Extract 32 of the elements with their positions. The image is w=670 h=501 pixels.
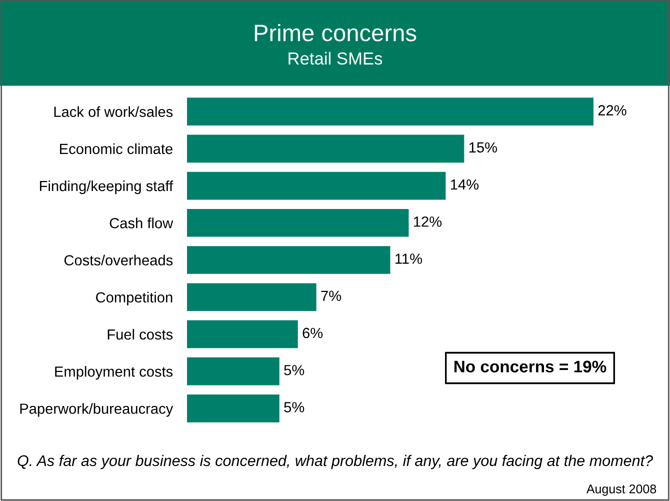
text: August 2008 bbox=[586, 484, 656, 496]
data-label: 5% bbox=[284, 402, 304, 412]
data-label: 22% bbox=[598, 105, 626, 116]
y-tick-label: Competition bbox=[96, 292, 172, 306]
y-tick-label: Costs/overheads bbox=[64, 254, 173, 266]
bar bbox=[187, 208, 409, 237]
chart-title: Prime concerns bbox=[254, 24, 416, 42]
chart-subtitle: Retail SMEs bbox=[288, 52, 382, 65]
text: Q. As far as your business is concerned, what problems, if any, are you facing at the moment? bbox=[18, 454, 653, 470]
bar bbox=[187, 246, 390, 274]
y-tick-label: Cash flow bbox=[110, 218, 174, 228]
data-label: 12% bbox=[414, 216, 442, 227]
bar bbox=[187, 357, 280, 386]
bar bbox=[187, 98, 594, 126]
bar bbox=[187, 172, 446, 200]
data-label: 6% bbox=[302, 328, 323, 338]
bar bbox=[187, 283, 316, 312]
data-label: 15% bbox=[469, 142, 497, 153]
data-label: 14% bbox=[450, 179, 479, 190]
y-tick-label: Fuel costs bbox=[108, 328, 173, 340]
y-tick-label: Employment costs bbox=[55, 366, 173, 380]
data-label: 5% bbox=[284, 364, 304, 376]
y-tick-label: Economic climate bbox=[60, 143, 172, 154]
bar bbox=[187, 134, 464, 163]
y-tick-label: Lack of work/sales bbox=[54, 106, 173, 117]
bar bbox=[187, 320, 298, 348]
data-label: 7% bbox=[321, 290, 342, 301]
annotation: No concerns = 19% bbox=[454, 360, 606, 372]
y-tick-label: Paperwork/bureaucracy bbox=[20, 403, 174, 417]
bar bbox=[187, 394, 280, 422]
data-label: 11% bbox=[396, 254, 422, 264]
y-tick-label: Finding/keeping staff bbox=[40, 180, 174, 194]
